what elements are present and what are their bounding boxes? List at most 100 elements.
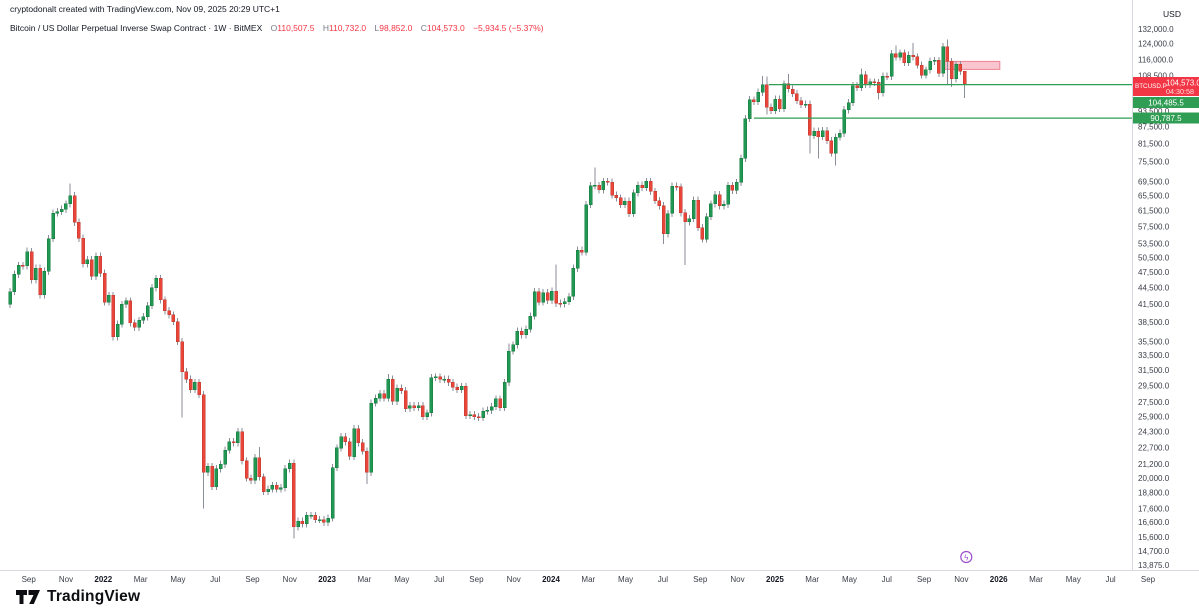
- candle: [347, 438, 352, 460]
- candle: [545, 289, 550, 304]
- candle-body-down: [102, 272, 107, 303]
- candle: [644, 177, 649, 192]
- candle: [304, 511, 309, 528]
- candle-body-up: [704, 216, 709, 240]
- candle-body-up: [12, 273, 17, 292]
- event-marker-icon[interactable]: ϟ: [960, 550, 973, 564]
- candle: [932, 56, 937, 65]
- time-axis-month-label: Sep: [1141, 575, 1156, 584]
- candle-body-down: [89, 259, 94, 277]
- candle: [786, 73, 791, 93]
- candle: [739, 154, 743, 186]
- candle: [614, 191, 619, 202]
- time-axis-month-label: Nov: [954, 575, 968, 584]
- time-axis-month-label: Mar: [805, 575, 819, 584]
- candle: [309, 511, 313, 519]
- candle: [859, 68, 864, 92]
- candle: [691, 196, 696, 223]
- candle: [717, 191, 722, 210]
- candle-body-down: [545, 292, 550, 301]
- ohlc-high-value: 110,732.0: [328, 23, 367, 33]
- candle: [171, 311, 176, 326]
- candle: [464, 382, 468, 420]
- candle-body-down: [175, 321, 180, 342]
- candle-body-up: [214, 468, 219, 487]
- candle-body-down: [274, 485, 279, 490]
- candle: [679, 183, 683, 217]
- candle-body-up: [330, 467, 335, 519]
- candle: [653, 187, 657, 205]
- candle-body-up: [16, 265, 21, 275]
- candle-body-down: [648, 181, 653, 192]
- candle: [150, 284, 154, 310]
- event-circle[interactable]: [960, 550, 973, 564]
- time-axis-month-label: Sep: [693, 575, 708, 584]
- candle: [846, 99, 851, 114]
- price-tick-label: 50,500.0: [1138, 253, 1170, 262]
- candle: [803, 100, 808, 109]
- price-tick-label: 16,600.0: [1138, 518, 1170, 527]
- ohlc-open-value: 110,507.5: [277, 23, 315, 33]
- candle: [81, 234, 85, 268]
- candle-body-down: [876, 82, 881, 94]
- candle-body-up: [433, 376, 438, 379]
- candle: [752, 96, 756, 106]
- candle: [941, 43, 945, 77]
- candle-body-up: [691, 199, 696, 219]
- candle-body-up: [846, 102, 851, 111]
- candle-body-down: [132, 322, 137, 328]
- candle: [743, 115, 748, 162]
- price-tick-label: 87,500.0: [1138, 123, 1170, 132]
- candle: [627, 197, 631, 218]
- candle-body-down: [438, 376, 442, 380]
- time-axis-year-label: 2022: [94, 575, 112, 584]
- candle-body-down: [911, 55, 915, 58]
- candle: [154, 274, 158, 292]
- candle: [42, 267, 47, 299]
- price-axis[interactable]: USD 132,000.0 124,000.0 116,000.0 108,500.0 9…: [1133, 0, 1199, 571]
- candle-body-up: [666, 213, 670, 235]
- candle: [726, 181, 730, 208]
- candle: [296, 517, 300, 531]
- candle: [584, 201, 588, 256]
- candle-body-down: [347, 441, 352, 457]
- candle-body-up: [309, 515, 313, 517]
- candle: [524, 325, 528, 339]
- candle: [223, 446, 227, 468]
- time-axis-year-label: 2023: [318, 575, 336, 584]
- candle: [601, 177, 606, 194]
- candle-body-up: [889, 53, 894, 77]
- candle-body-up: [928, 60, 932, 71]
- tradingview-logo[interactable]: TradingView: [16, 588, 140, 606]
- candle: [588, 182, 593, 209]
- candle: [335, 444, 339, 472]
- horizontal-ray-lines[interactable]: [753, 83, 1133, 119]
- candle-body-down: [197, 382, 201, 395]
- candle: [842, 106, 846, 137]
- candle-body-down: [885, 75, 889, 78]
- candle-body-up: [734, 182, 739, 191]
- time-axis[interactable]: Sep Nov 2022 Mar May Jul Sep Nov 2023 Mar May Jul Se…: [0, 571, 1199, 587]
- candle-body-down: [210, 466, 214, 487]
- candle-body-down: [382, 393, 386, 399]
- candle-body-down: [752, 99, 756, 102]
- candle-body-up: [859, 74, 864, 88]
- candle: [193, 378, 197, 394]
- candle: [597, 181, 601, 194]
- candle-body-down: [765, 84, 769, 108]
- last-price-badge-symbol: BTCUSD.P: [1135, 83, 1167, 90]
- candle-body-up: [636, 184, 640, 194]
- candle-body-down: [777, 98, 782, 109]
- ohlc-low-key: L: [374, 23, 380, 33]
- last-price-badge-price: 104,573.0: [1166, 79, 1199, 88]
- time-axis-month-label: Sep: [22, 575, 37, 584]
- candle-body-down: [816, 130, 821, 137]
- candle: [158, 274, 163, 304]
- candle-body-up: [352, 428, 356, 457]
- candle: [124, 297, 128, 308]
- candle: [704, 213, 709, 243]
- candle-body-up: [747, 99, 752, 119]
- time-axis-month-label: Mar: [134, 575, 148, 584]
- candle: [188, 375, 193, 394]
